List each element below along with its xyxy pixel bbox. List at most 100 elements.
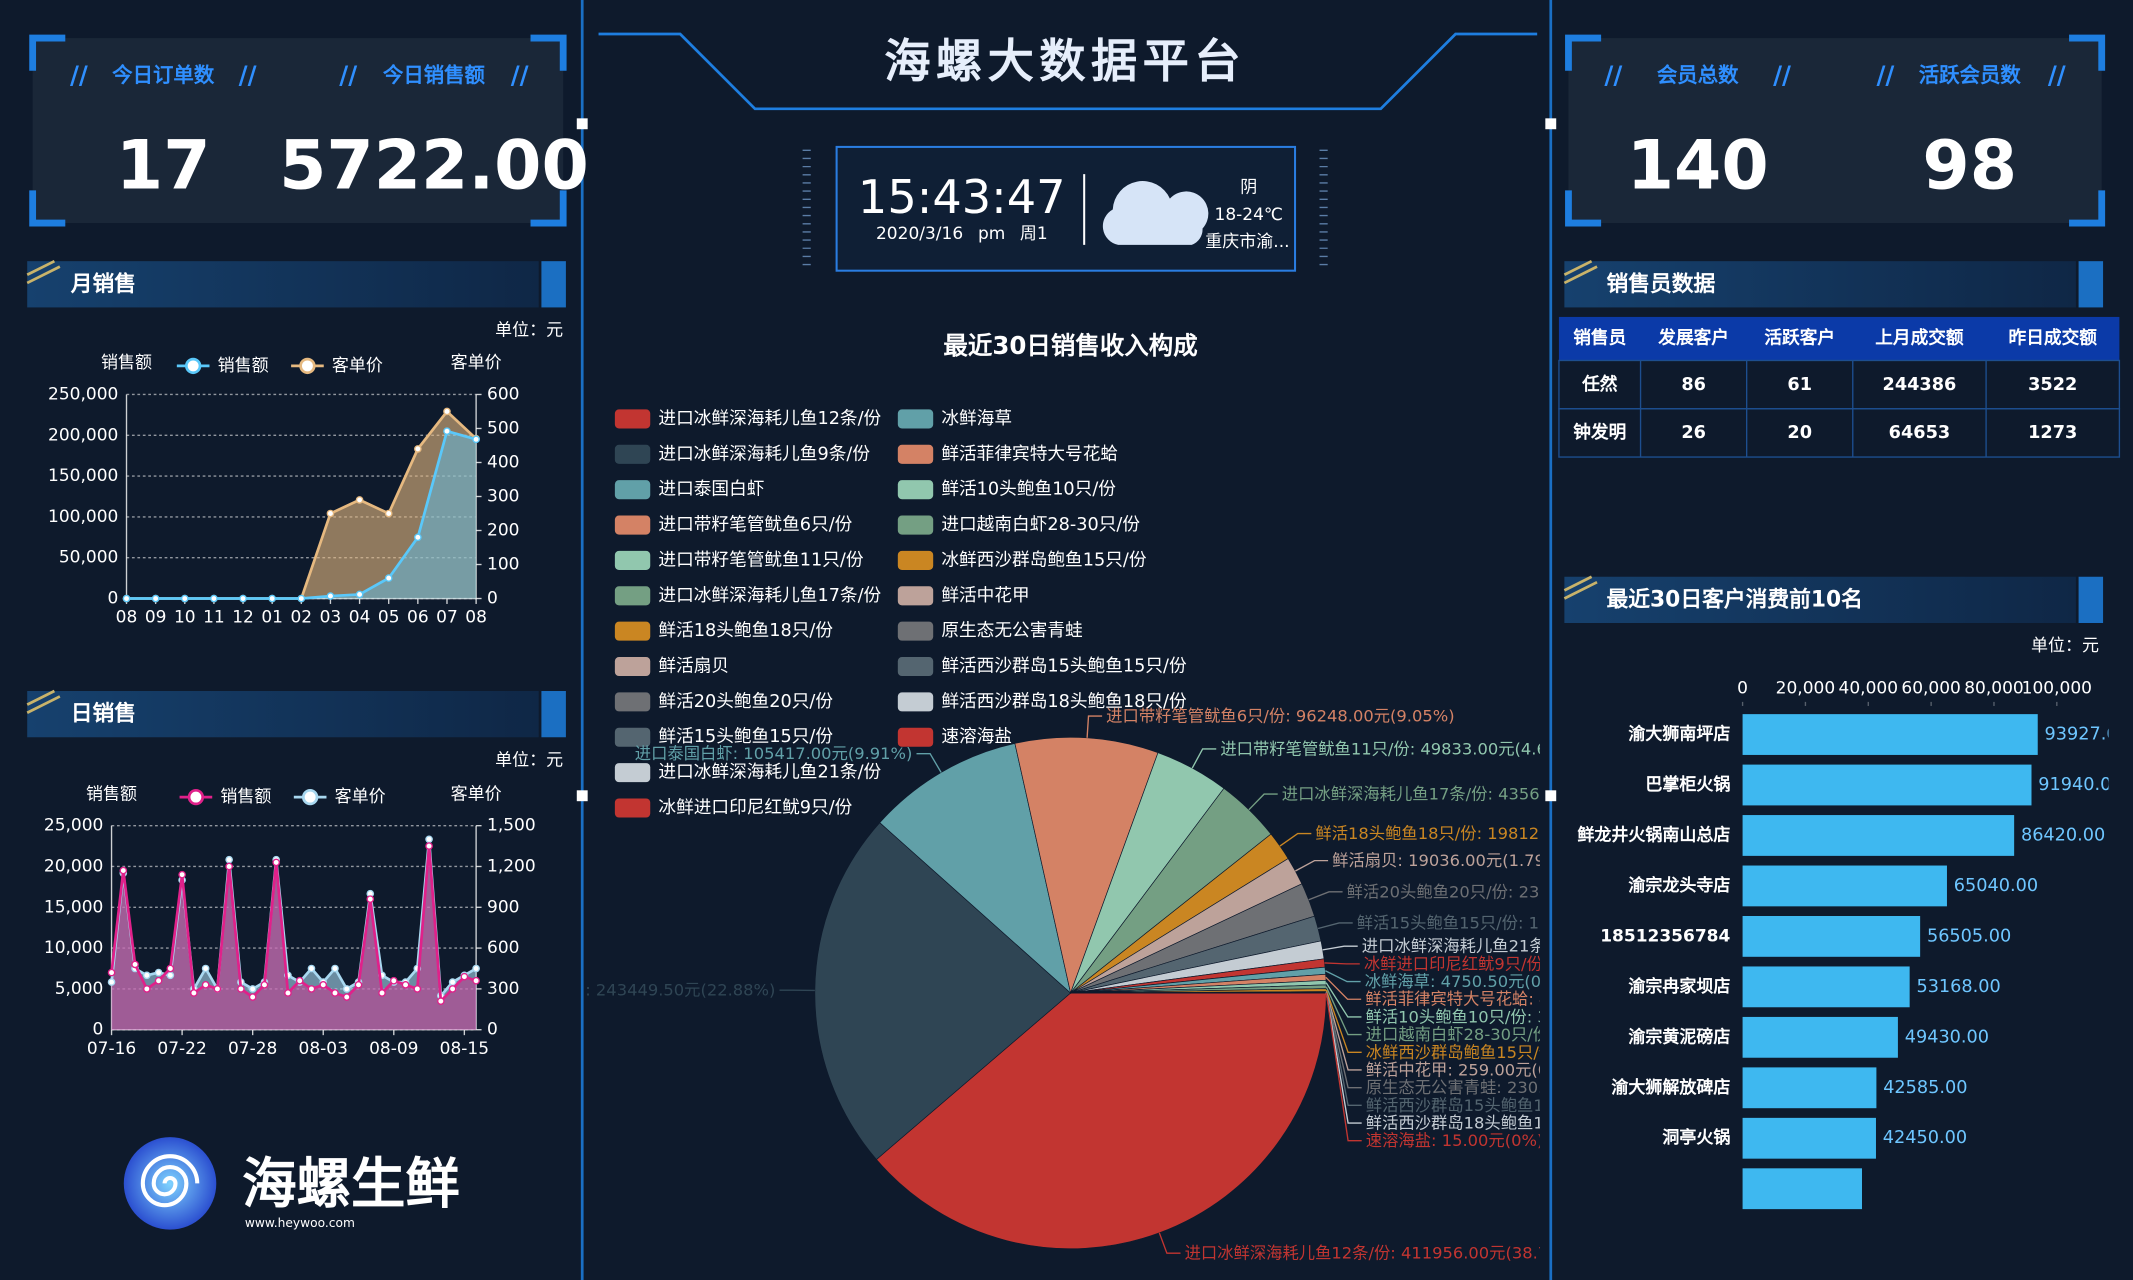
stat-value: 5722.00 bbox=[279, 126, 589, 205]
data-point bbox=[225, 862, 233, 871]
pie-leader bbox=[1325, 992, 1362, 1089]
legend-label: 进口泰国白虾 bbox=[658, 479, 764, 500]
legend-label: 鲜活20头鲍鱼20只/份 bbox=[658, 691, 833, 712]
pie-leader bbox=[1191, 748, 1217, 769]
pie-leader bbox=[1325, 986, 1362, 1036]
bar-value-label: 86420.00 bbox=[2021, 825, 2105, 845]
temperature: 18-24℃ bbox=[1215, 205, 1284, 225]
panel-title: 日销售 bbox=[71, 701, 136, 727]
legend-label: 鲜活菲律宾特大号花蛤 bbox=[941, 443, 1118, 464]
series-area bbox=[111, 846, 477, 1030]
legend-label: 冰鲜进口印尼红鱿9只/份 bbox=[658, 797, 852, 818]
pie-value-label: 进口冰鲜深海耗儿鱼9条/份: 243449.50元(22.88%) bbox=[390, 981, 775, 1000]
y-axis-title: 销售额 bbox=[101, 353, 152, 373]
pie-leader bbox=[1295, 859, 1329, 872]
pie-value-label: 进口冰鲜深海耗儿鱼21条/份: 12000.00元(1.13%) bbox=[1362, 937, 1737, 956]
legend-swatch bbox=[897, 727, 934, 747]
pie-value-label: 鲜活扇贝: 19036.00元(1.79%) bbox=[1332, 851, 1567, 870]
pie-leader bbox=[1158, 1232, 1181, 1254]
table-cell: 20 bbox=[1787, 423, 1812, 443]
pie-leader bbox=[1325, 976, 1362, 1000]
x-tick-label: 08-15 bbox=[440, 1039, 489, 1059]
x-tick-label: 80,000 bbox=[1964, 678, 2023, 698]
logo-url: www.heywoo.com bbox=[245, 1216, 355, 1230]
legend-label: 鲜活扇贝 bbox=[658, 656, 729, 677]
y-tick-label: 10,000 bbox=[44, 938, 103, 958]
bar-value-label: 42450.00 bbox=[1883, 1128, 1967, 1148]
legend-swatch bbox=[897, 586, 934, 606]
x-tick-label: 07-22 bbox=[157, 1039, 206, 1059]
table-header: 上月成交额 bbox=[1875, 327, 1964, 349]
x-tick-label: 07-28 bbox=[228, 1039, 277, 1059]
unit-label: 单位：元 bbox=[2031, 636, 2099, 656]
bar-value-labels: 93927.00 91940.00 86420.00 65040.00 56505.00… bbox=[1883, 725, 2129, 1149]
panel-title: 月销售 bbox=[70, 271, 136, 297]
x-tick-label: 12 bbox=[232, 608, 254, 628]
pie-value-label: 鲜活10头鲍鱼10只/份: 3000.00元(0.28%) bbox=[1366, 1007, 1686, 1026]
pie-value-label: 原生态无公害青蛙: 230.00元(0.02%) bbox=[1366, 1078, 1645, 1097]
legend-swatch bbox=[897, 515, 934, 535]
table-cell: 钟发明 bbox=[1573, 421, 1626, 443]
y-tick-label: 150,000 bbox=[48, 466, 118, 486]
x-tick-label: 08-09 bbox=[369, 1039, 418, 1059]
divider-knob bbox=[1545, 118, 1557, 130]
stats-box: // // // // 会员总数 活跃会员数 140 98 bbox=[1565, 34, 2106, 227]
pie-leader bbox=[1086, 715, 1103, 738]
stat-value: 98 bbox=[1922, 126, 2017, 205]
data-point bbox=[413, 985, 422, 993]
legend-swatch bbox=[614, 692, 651, 712]
data-point bbox=[448, 978, 457, 986]
panel-header: 日销售 bbox=[26, 689, 566, 738]
legend-swatch bbox=[897, 621, 934, 641]
pie-leader bbox=[1325, 989, 1362, 1053]
x-tick-label: 03 bbox=[320, 608, 342, 628]
weather-icon bbox=[1102, 181, 1209, 245]
bar-value-label: 49430.00 bbox=[1905, 1027, 1989, 1047]
y2-tick-label: 300 bbox=[487, 979, 519, 999]
pie-value-label: 鲜活菲律宾特大号花蛤: 4000.00元(0.38%) bbox=[1365, 990, 1687, 1009]
table-header: 销售员 bbox=[1573, 327, 1626, 349]
clock-weekday: 周1 bbox=[1020, 224, 1048, 244]
panel-header: 月销售 bbox=[26, 259, 566, 308]
legend-label: 进口冰鲜深海耗儿鱼12条/份 bbox=[658, 408, 881, 429]
pie-leader bbox=[1325, 992, 1362, 1124]
pie-leader bbox=[1325, 982, 1362, 1018]
x-tick-label: 06 bbox=[407, 608, 429, 628]
table-cell: 64653 bbox=[1889, 423, 1950, 443]
data-point bbox=[151, 594, 160, 603]
bar bbox=[1742, 1168, 1862, 1210]
data-point bbox=[437, 997, 445, 1005]
y2-tick-label: 600 bbox=[487, 384, 519, 404]
data-point bbox=[414, 445, 422, 453]
table-row bbox=[1558, 408, 2121, 458]
x-tick-label: 01 bbox=[261, 608, 283, 628]
table-header: 昨日成交额 bbox=[2009, 327, 2098, 349]
bar bbox=[1742, 1117, 1876, 1159]
data-point bbox=[272, 858, 281, 867]
legend-swatch bbox=[614, 444, 651, 464]
data-point bbox=[331, 964, 339, 973]
data-point bbox=[448, 985, 457, 993]
y-tick-label: 渝宗龙头寺店 bbox=[1628, 875, 1730, 896]
clock-widget: 15:43:47 2020/3/16 pm 周1 阴 18-24℃ 重庆市渝..… bbox=[802, 145, 1328, 273]
pie-leader bbox=[1279, 832, 1312, 847]
logo: 海螺生鲜 www.heywoo.com bbox=[123, 1137, 460, 1230]
bar bbox=[1742, 915, 1921, 957]
divider-knob bbox=[1545, 790, 1557, 802]
bar-value-label: 93927.00 bbox=[2045, 725, 2129, 745]
data-point bbox=[213, 985, 222, 993]
panel-header: 最近30日客户消费前10名 bbox=[1563, 575, 2104, 623]
data-point bbox=[107, 978, 116, 986]
legend-swatch bbox=[897, 409, 934, 429]
data-point bbox=[107, 968, 116, 977]
y2-tick-label: 500 bbox=[487, 418, 519, 438]
y2-tick-label: 1,500 bbox=[487, 816, 536, 836]
page-title: 海螺大数据平台 bbox=[884, 34, 1246, 88]
data-point bbox=[154, 976, 163, 985]
bar bbox=[1742, 714, 2038, 755]
svg-text://: // bbox=[1876, 60, 1894, 89]
legend-swatch bbox=[614, 586, 651, 606]
x-tick-label: 08 bbox=[116, 608, 138, 628]
data-point bbox=[355, 496, 364, 504]
